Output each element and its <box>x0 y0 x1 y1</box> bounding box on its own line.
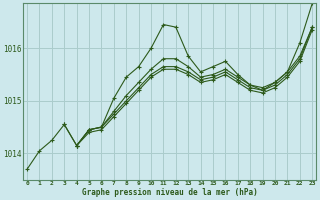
X-axis label: Graphe pression niveau de la mer (hPa): Graphe pression niveau de la mer (hPa) <box>82 188 258 197</box>
